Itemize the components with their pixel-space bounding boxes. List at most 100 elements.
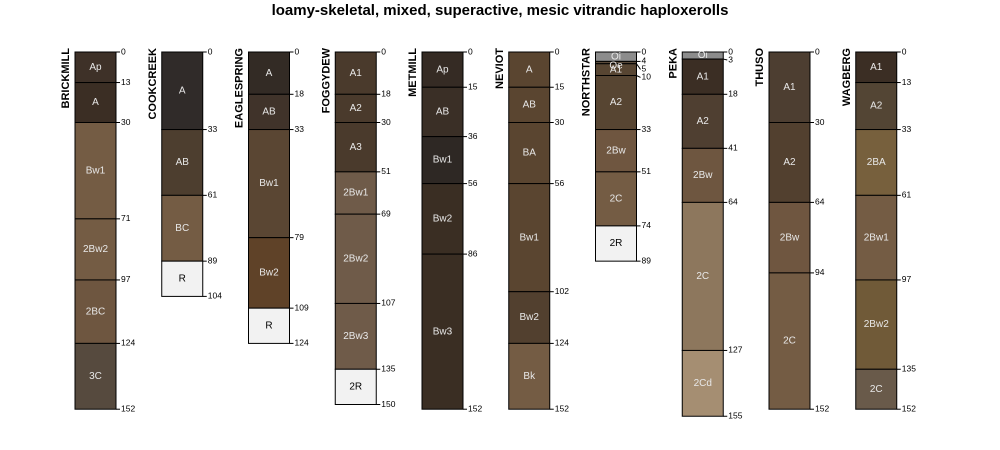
depth-label: 30 xyxy=(381,117,391,127)
depth-tick xyxy=(723,58,728,61)
horizon-rect xyxy=(248,307,290,344)
horizon-label: A2 xyxy=(697,116,710,127)
depth-label: 4 xyxy=(642,56,647,66)
depth-label: 0 xyxy=(728,46,733,56)
soil-profile: FOGGYDEW A1 A2 A3 2Bw1 2Bw2 2Bw3 2R 0 18 30 51 69 107… xyxy=(320,46,395,409)
soil-profile: WAGBERG A1 A2 2BA 2Bw1 2Bw2 2C 0 13 33 61 97 135 152 xyxy=(841,46,916,413)
horizon-label: Ap xyxy=(436,64,449,75)
depth-label: 3 xyxy=(728,54,733,64)
horizon-label: A1 xyxy=(610,64,623,75)
profile-name-label: PEKA xyxy=(667,48,679,79)
horizon-label: 2Bw3 xyxy=(343,331,368,342)
soil-profile: THUSO A1 A2 2Bw 2C 0 30 64 94 152 xyxy=(754,46,829,413)
horizon-label: A1 xyxy=(783,82,796,93)
depth-label: 102 xyxy=(555,286,569,296)
horizon-label: 2R xyxy=(610,238,623,249)
horizon-label: AB xyxy=(523,100,537,111)
horizon-label: Oi xyxy=(698,50,708,61)
profile-name-label: NEVIOT xyxy=(494,48,506,89)
horizon-label: 2Bw xyxy=(693,170,713,181)
depth-label: 89 xyxy=(208,255,218,265)
depth-label: 124 xyxy=(555,338,569,348)
horizon-rect xyxy=(855,82,898,131)
horizon-rect xyxy=(508,86,551,123)
horizon-label: AB xyxy=(176,157,190,168)
horizon-rect xyxy=(421,183,464,255)
horizon-label: 2BC xyxy=(86,306,105,317)
depth-label: 109 xyxy=(295,302,309,312)
depth-label: 18 xyxy=(295,89,305,99)
horizon-label: 2R xyxy=(349,382,362,393)
horizon-rect xyxy=(508,122,551,185)
depth-label: 33 xyxy=(295,124,305,134)
soil-profile: PEKA Oi A1 A2 2Bw 2C 2Cd 03 18 41 64 127 155 xyxy=(667,46,742,420)
soil-profile: NEVIOT A AB BA Bw1 Bw2 Bk 0 15 30 56 102 124 152 xyxy=(494,46,569,413)
horizon-rect xyxy=(508,183,551,293)
horizon-label: 2Bw xyxy=(606,145,626,156)
depth-label: 18 xyxy=(728,89,738,99)
horizon-rect xyxy=(768,122,811,203)
horizon-label: 3C xyxy=(89,371,102,382)
soil-profile: COOKCREEK A AB BC R 0 33 61 89 104 xyxy=(147,46,222,300)
depth-tick xyxy=(636,63,641,70)
horizon-label: A1 xyxy=(697,71,710,82)
depth-label: 152 xyxy=(902,403,916,413)
depth-label: 89 xyxy=(642,255,652,265)
horizon-label: 2C xyxy=(783,336,796,347)
profile-name-label: BRICKMILL xyxy=(60,48,72,109)
horizon-label: BA xyxy=(523,148,537,159)
depth-label: 71 xyxy=(121,213,131,223)
horizon-rect xyxy=(334,213,377,304)
depth-label: 0 xyxy=(555,46,560,56)
horizon-rect xyxy=(248,51,290,95)
horizon-rect xyxy=(334,368,377,405)
horizon-label: Oe xyxy=(609,61,623,72)
depth-label: 107 xyxy=(381,298,395,308)
depth-label: 104 xyxy=(208,291,222,301)
horizon-rect xyxy=(681,58,724,95)
horizon-rect xyxy=(421,253,464,410)
horizon-rect xyxy=(508,51,551,88)
horizon-label: A xyxy=(266,68,273,79)
depth-label: 152 xyxy=(468,403,482,413)
depth-label: 0 xyxy=(642,46,647,56)
horizon-label: Bw2 xyxy=(520,312,540,323)
depth-label: 0 xyxy=(381,46,386,56)
horizon-label: Bw2 xyxy=(433,213,453,224)
depth-label: 74 xyxy=(642,220,652,230)
horizon-rect xyxy=(421,51,464,88)
depth-label: 0 xyxy=(902,46,907,56)
horizon-rect xyxy=(74,279,117,344)
depth-label: 135 xyxy=(381,364,395,374)
horizon-label: R xyxy=(179,273,186,284)
soil-profile: BRICKMILL Ap A Bw1 2Bw2 2BC 3C 0 13 30 71 97 124 152 xyxy=(60,46,135,413)
depth-label: 64 xyxy=(728,197,738,207)
horizon-rect xyxy=(855,129,898,196)
depth-label: 5 xyxy=(642,64,647,74)
soil-profile: METMILL Ap AB Bw1 Bw2 Bw3 0 15 36 56 86 152 xyxy=(407,46,482,413)
depth-label: 0 xyxy=(815,46,820,56)
horizon-label: Oi xyxy=(611,51,621,62)
horizon-label: A xyxy=(92,97,99,108)
profile-name-label: NORTHSTAR xyxy=(581,48,593,116)
horizon-label: Bw2 xyxy=(259,268,279,279)
depth-label: 30 xyxy=(815,117,825,127)
horizon-label: 2C xyxy=(696,271,709,282)
horizon-label: Bk xyxy=(523,371,536,382)
profile-name-label: EAGLESPRING xyxy=(234,48,246,128)
horizon-rect xyxy=(334,93,377,124)
horizon-label: A1 xyxy=(350,68,363,79)
horizon-label: A xyxy=(526,64,533,75)
depth-label: 150 xyxy=(381,399,395,409)
depth-label: 69 xyxy=(381,208,391,218)
depth-label: 94 xyxy=(815,267,825,277)
depth-label: 33 xyxy=(902,124,912,134)
horizon-label: A2 xyxy=(870,101,883,112)
horizon-rect xyxy=(595,225,637,262)
horizon-rect xyxy=(681,349,724,417)
horizon-label: R xyxy=(265,320,272,331)
depth-label: 18 xyxy=(381,89,391,99)
profile-name-label: THUSO xyxy=(754,48,766,87)
depth-label: 51 xyxy=(381,166,391,176)
